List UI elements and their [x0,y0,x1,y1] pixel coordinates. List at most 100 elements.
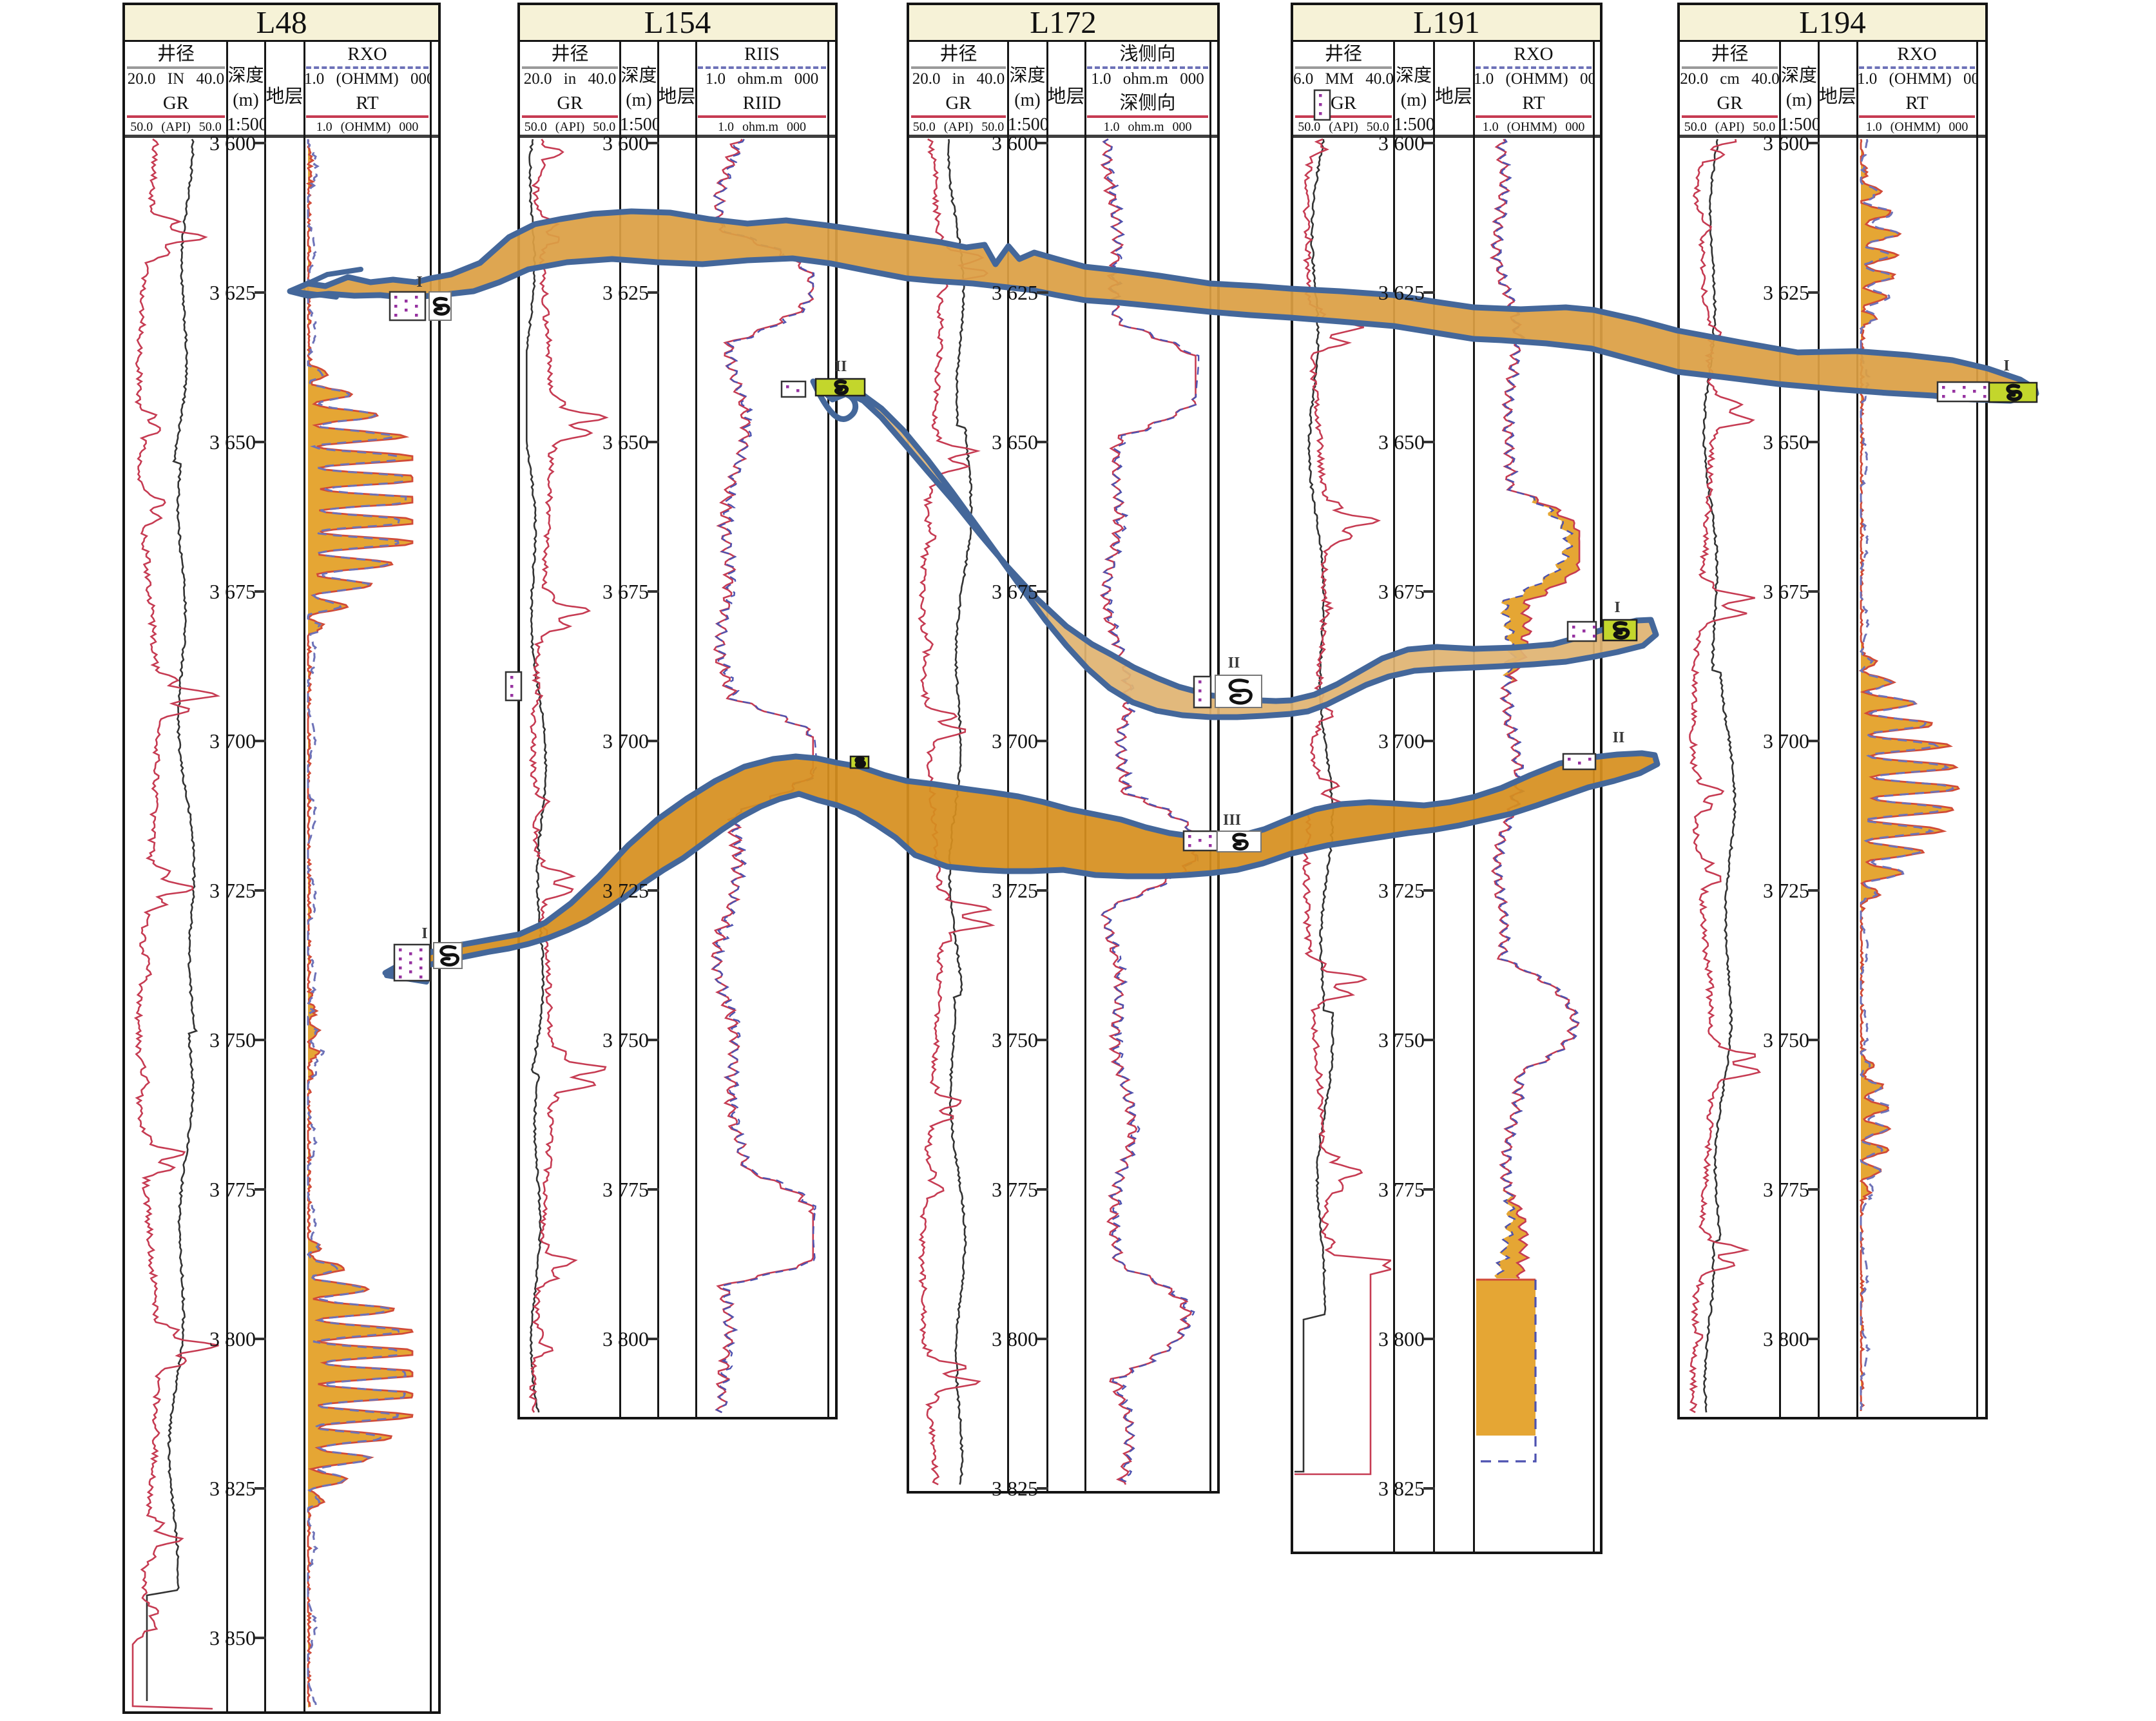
header-bottom-rule [1680,135,1985,138]
res1-label: RXO [347,44,387,64]
depth-unit: (m) [626,90,652,110]
res2-scale: 1.0 (OHMM) 000 [1482,120,1585,134]
header-bottom-rule [520,135,835,138]
track-divider [264,42,266,1711]
caliper-scale: 20.0 IN 40.0 [127,70,225,88]
header-depth: 深度 (m) 1:500 [1394,42,1434,159]
caliper-line-sample [911,66,1006,69]
caliper-scale: 6.0 MM 40.0 [1293,70,1394,88]
track-divider [1209,42,1211,1491]
well-title: L194 [1680,5,1985,42]
depth-label: 深度 [1395,66,1432,86]
caliper-label: 井径 [939,44,977,64]
gr-line-sample [127,115,225,118]
track-divider [827,42,829,1417]
gr-line-sample [911,115,1006,118]
res2-label: RT [356,93,379,113]
header-bottom-rule [125,135,438,138]
res1-scale: 1.0 (OHMM) 000 [304,70,430,88]
caliper-label: 井径 [1324,44,1362,64]
track-divider [1007,42,1009,1491]
header-caliper-gr: 井径 20.0 cm 40.0 GR 50.0 (API) 50.0 [1680,42,1780,137]
well-panel: L48 井径 20.0 IN 40.0 GR 50.0 (API) 50.0 深… [122,3,441,1714]
header-caliper-gr: 井径 6.0 MM 40.0 GR 50.0 (API) 50.0 [1293,42,1394,137]
track-divider [695,42,697,1417]
track-divider [657,42,659,1417]
header-depth: 深度 (m) 1:500 [1780,42,1818,159]
depth-ratio: 1:500 [1394,115,1434,135]
depth-ratio: 1:500 [620,115,658,135]
well-panel: L191 井径 6.0 MM 40.0 GR 50.0 (API) 50.0 深… [1291,3,1603,1554]
track-divider [1818,42,1820,1417]
header-resistivity: RIIS 1.0 ohm.m 000 RIID 1.0 ohm.m 000 [696,42,828,137]
well-name: L172 [1030,5,1097,40]
well-panel: L154 井径 20.0 in 40.0 GR 50.0 (API) 50.0 … [517,3,838,1419]
strata-label: 地层 [658,86,696,107]
res2-line-sample [1087,115,1208,118]
caliper-scale: 20.0 in 40.0 [912,70,1005,88]
well-title: L191 [1293,5,1600,42]
res1-scale: 1.0 ohm.m 000 [705,70,819,88]
gr-label: GR [557,93,583,113]
gr-line-sample [1295,115,1392,118]
depth-unit: (m) [1400,90,1427,110]
header-bottom-rule [1293,135,1600,138]
well-title: L48 [125,5,438,42]
track-divider [1433,42,1435,1552]
header-strata: 地层 [1047,42,1085,180]
res1-scale: 1.0 ohm.m 000 [1091,70,1204,88]
track-divider [1593,42,1595,1552]
well-name: L194 [1799,5,1866,40]
res1-label: RXO [1897,44,1937,64]
res2-scale: 1.0 (OHMM) 000 [1865,120,1968,134]
well-title: L172 [909,5,1217,42]
well-name: L191 [1413,5,1480,40]
well-header: 井径 20.0 in 40.0 GR 50.0 (API) 50.0 深度 (m… [520,42,835,137]
gr-scale: 50.0 (API) 50.0 [912,120,1005,134]
caliper-label: 井径 [157,44,195,64]
depth-ratio: 1:500 [227,115,265,135]
gr-line-sample [522,115,618,118]
header-strata: 地层 [1818,42,1857,180]
res2-line-sample [1476,115,1592,118]
gr-scale: 50.0 (API) 50.0 [130,120,222,134]
track-divider [1473,42,1475,1552]
caliper-line-sample [522,66,618,69]
res1-line-sample [1476,66,1592,69]
header-depth: 深度 (m) 1:500 [227,42,265,159]
caliper-line-sample [1295,66,1392,69]
header-bottom-rule [909,135,1217,138]
well-title: L154 [520,5,835,42]
track-divider [1084,42,1086,1491]
track-divider [1976,42,1978,1417]
res1-scale: 1.0 (OHMM) 000 [1474,70,1593,88]
gr-scale: 50.0 (API) 50.0 [1684,120,1776,134]
track-divider [1393,42,1395,1552]
res1-line-sample [698,66,826,69]
res2-label: RT [1905,93,1929,113]
gr-label: GR [1330,93,1357,113]
well-panel: L194 井径 20.0 cm 40.0 GR 50.0 (API) 50.0 … [1677,3,1988,1419]
well-name: L154 [644,5,711,40]
header-strata: 地层 [1434,42,1474,180]
res2-scale: 1.0 ohm.m 000 [1103,120,1192,134]
res2-scale: 1.0 ohm.m 000 [717,120,807,134]
res1-line-sample [1859,66,1975,69]
caliper-scale: 20.0 cm 40.0 [1680,70,1780,88]
res1-label: RIIS [744,44,780,64]
header-resistivity: RXO 1.0 (OHMM) 000 RT 1.0 (OHMM) 000 [1857,42,1977,137]
res1-scale: 1.0 (OHMM) 000 [1857,70,1977,88]
header-caliper-gr: 井径 20.0 in 40.0 GR 50.0 (API) 50.0 [909,42,1008,137]
depth-unit: (m) [233,90,259,110]
strata-label: 地层 [1434,86,1472,107]
res2-label: 深侧向 [1119,93,1176,113]
gr-scale: 50.0 (API) 50.0 [1298,120,1389,134]
gr-scale: 50.0 (API) 50.0 [524,120,616,134]
header-caliper-gr: 井径 20.0 IN 40.0 GR 50.0 (API) 50.0 [125,42,227,137]
track-divider [1856,42,1858,1417]
track-divider [1779,42,1781,1417]
track-divider [1046,42,1048,1491]
depth-unit: (m) [1785,90,1813,110]
header-depth: 深度 (m) 1:500 [1008,42,1047,159]
